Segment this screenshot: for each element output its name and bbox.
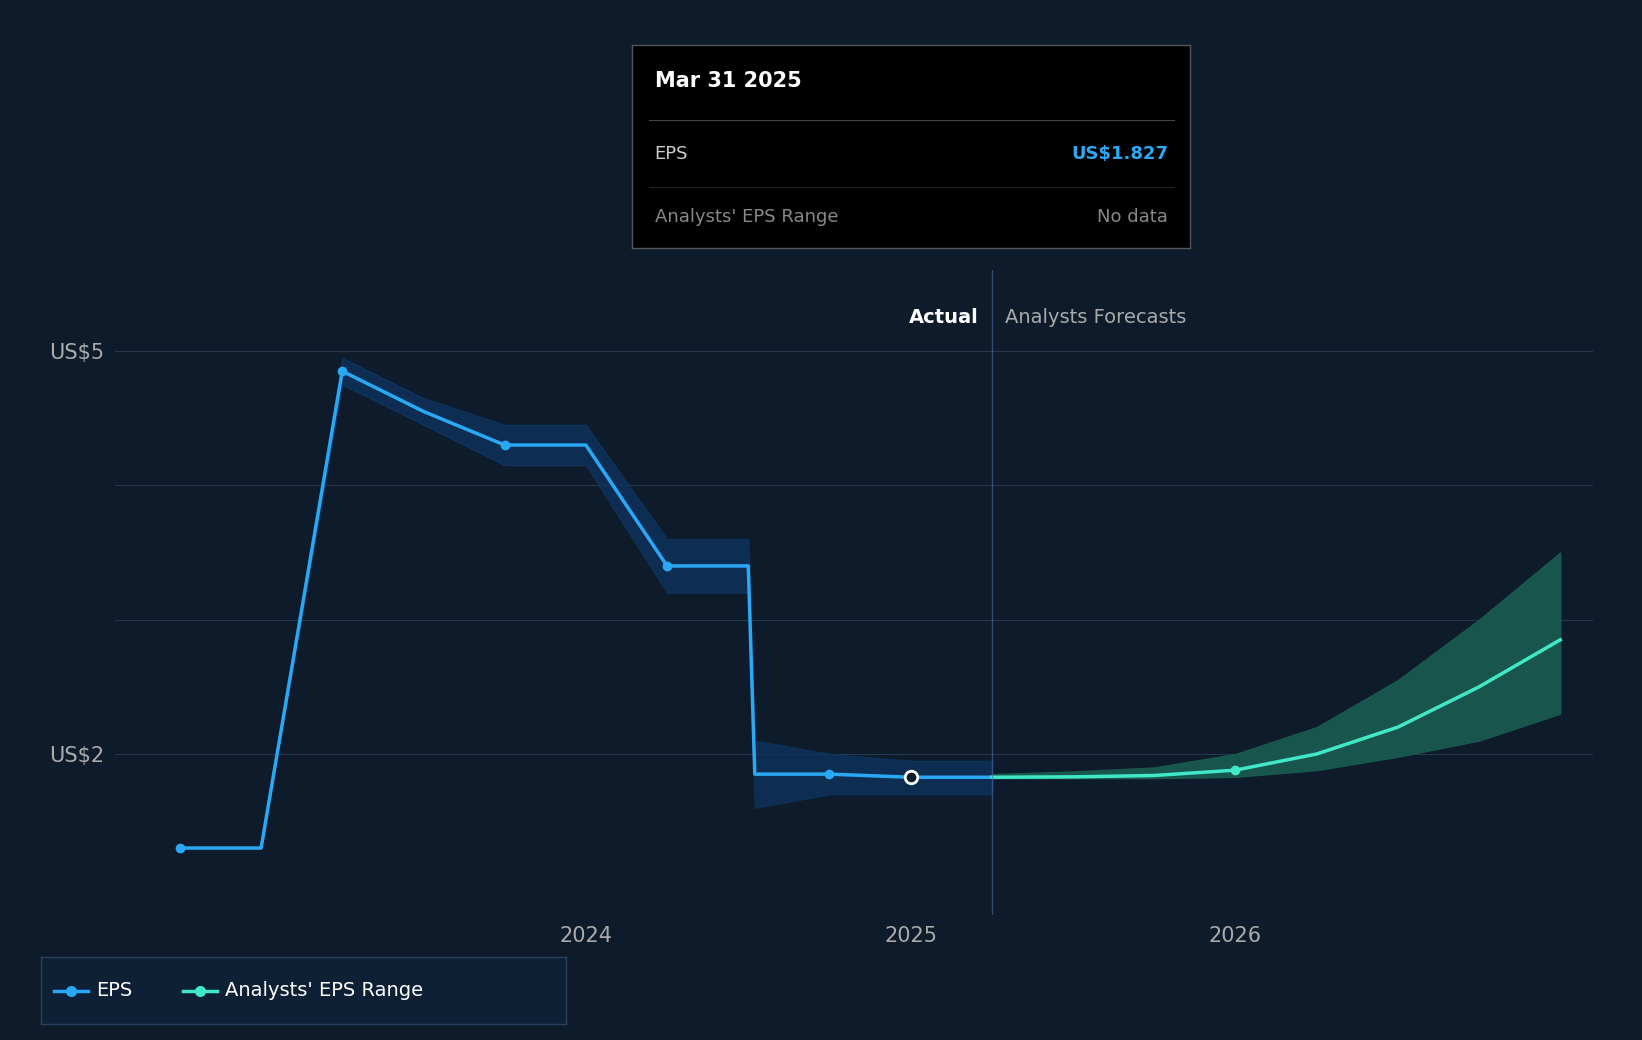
Text: US$1.827: US$1.827 — [1071, 146, 1167, 163]
Text: Analysts' EPS Range: Analysts' EPS Range — [225, 981, 424, 1000]
Text: Analysts' EPS Range: Analysts' EPS Range — [655, 208, 837, 226]
Text: No data: No data — [1097, 208, 1167, 226]
Text: Analysts Forecasts: Analysts Forecasts — [1005, 308, 1186, 327]
Text: Mar 31 2025: Mar 31 2025 — [655, 71, 801, 92]
Text: EPS: EPS — [97, 981, 133, 1000]
Text: Actual: Actual — [910, 308, 979, 327]
Text: EPS: EPS — [655, 146, 688, 163]
